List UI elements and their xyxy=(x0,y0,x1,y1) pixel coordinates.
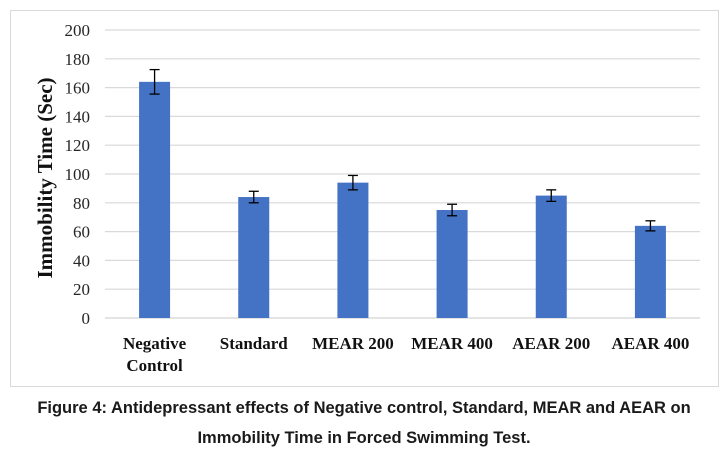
bar xyxy=(535,195,567,318)
figure-caption: Figure 4: Antidepressant effects of Nega… xyxy=(0,393,728,453)
caption-line-2: Immobility Time in Forced Swimming Test. xyxy=(197,429,531,447)
x-tick-label: Control xyxy=(126,356,183,375)
y-tick-label: 100 xyxy=(65,165,91,184)
error-bar xyxy=(149,68,160,95)
y-tick-label: 20 xyxy=(73,280,90,299)
x-tick-label: AEAR 200 xyxy=(512,334,590,353)
x-tick-label: Standard xyxy=(220,334,289,353)
y-tick-label: 140 xyxy=(65,107,91,126)
y-tick-label: 160 xyxy=(65,79,91,98)
bars xyxy=(139,81,666,318)
x-tick-label: AEAR 400 xyxy=(611,334,689,353)
x-tick-label: MEAR 400 xyxy=(411,334,493,353)
y-tick-label: 180 xyxy=(65,50,91,69)
x-tick-label: Negative xyxy=(123,334,187,353)
y-tick-label: 80 xyxy=(73,194,90,213)
error-bars xyxy=(149,68,656,232)
y-tick-label: 120 xyxy=(65,136,91,155)
error-bar xyxy=(447,203,458,217)
bar xyxy=(634,225,666,318)
error-bar xyxy=(546,189,557,203)
y-tick-label: 0 xyxy=(82,309,91,328)
caption-line-1: Figure 4: Antidepressant effects of Nega… xyxy=(37,399,691,417)
error-bar xyxy=(645,220,656,232)
bar xyxy=(139,81,171,318)
x-tick-labels: Negative Control Standard MEAR 200 MEAR 400 A… xyxy=(123,334,689,375)
y-tick-label: 40 xyxy=(73,251,90,270)
bar xyxy=(238,197,270,318)
bar xyxy=(337,182,369,318)
error-bar xyxy=(347,174,358,191)
bar xyxy=(436,210,468,318)
gridlines xyxy=(105,29,700,319)
y-axis-label: Immobility Time (Sec) xyxy=(33,77,57,278)
y-tick-label: 200 xyxy=(65,21,91,40)
error-bar xyxy=(248,190,259,204)
y-tick-label: 60 xyxy=(73,223,90,242)
x-tick-label: MEAR 200 xyxy=(312,334,394,353)
y-tick-labels: 0 20 40 60 80 100 120 140 160 180 200 xyxy=(65,21,91,328)
